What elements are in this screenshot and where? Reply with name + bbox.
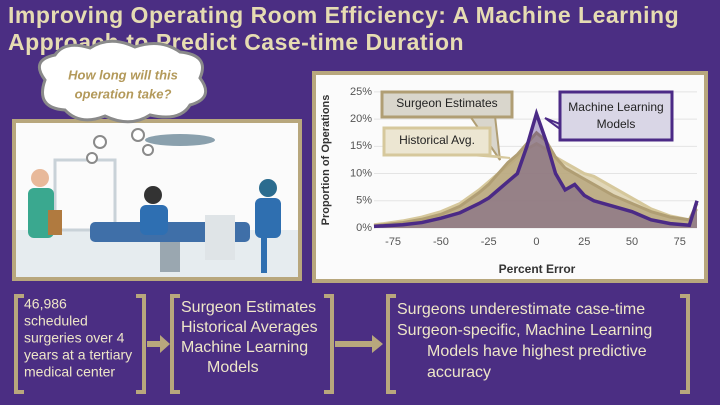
x-tick-label: 0 [533,236,539,248]
plot: 0% 5% 10% 15% 20% 25% -75 -50 -25 0 25 50 75 [350,86,699,248]
legend-label: Surgeon Estimates [396,96,497,110]
box-text: medical center [24,364,115,380]
x-tick-label: -25 [481,236,497,248]
y-axis-title: Proportion of Operations [320,95,332,226]
box-text: surgeries over 4 [24,330,125,346]
brackets [14,294,690,394]
box-text: Machine Learning [181,339,308,356]
x-tick-label: -50 [433,236,449,248]
line [373,130,699,228]
box-text: accuracy [427,364,491,381]
box-text: Surgeon Estimates [181,299,316,316]
legend-label: Historical Avg. [399,133,475,147]
box-text: Historical Averages [181,319,318,336]
legend-label-box: Machine Learning Models [568,100,664,131]
thought-bubble: How long will this operation take? [37,39,208,124]
arrows [147,335,383,353]
line [373,107,699,229]
box-text: Models [207,359,259,376]
bubble-text: How long will this [68,67,178,82]
legend-label: Machine Learning Models [568,100,664,131]
y-tick-label: 5% [356,195,372,207]
box-text: Surgeons underestimate case-time [397,301,645,318]
x-tick-label: 75 [674,236,686,248]
box-text: Models have highest predictive [427,343,647,360]
area [374,113,697,228]
y-tick-label: 25% [350,86,372,98]
bubble-text: operation take? [75,86,172,101]
y-tick-label: 0% [356,222,372,234]
x-tick-label: 25 [578,236,590,248]
y-tick-label: 15% [350,140,372,152]
area [374,132,697,228]
box-text: years at a tertiary [24,347,132,363]
x-axis-title: Percent Error [499,262,576,276]
y-tick-label: 20% [350,113,372,125]
title-line: Improving Operating Room Efficiency: A M… [8,2,679,28]
x-tick-label: -75 [385,236,401,248]
y-tick-label: 10% [350,167,372,179]
legend: Surgeon Estimates Historical Avg. Machin… [380,90,674,161]
x-tick-label: 50 [626,236,638,248]
illustration [12,119,302,281]
box-text: 46,986 [24,296,67,312]
box-text: Surgeon-specific, Machine Learning [397,322,652,339]
box-text: scheduled [24,313,88,329]
